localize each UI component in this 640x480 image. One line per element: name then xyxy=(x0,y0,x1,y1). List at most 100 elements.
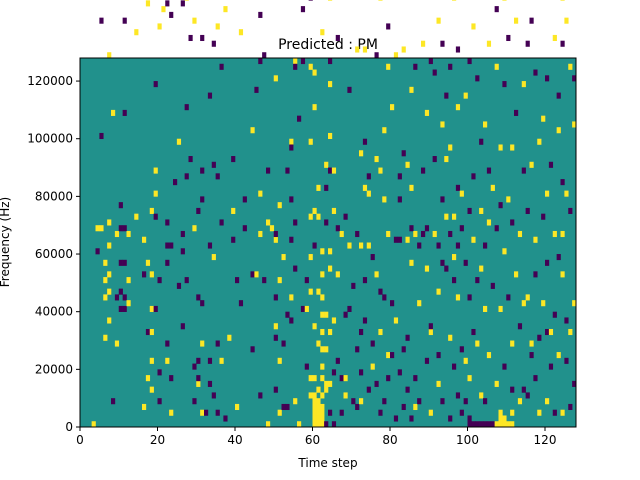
heatmap-cell-low xyxy=(490,282,495,289)
heatmap-cell-low xyxy=(184,104,189,111)
heatmap-cell-high xyxy=(293,398,298,405)
heatmap-cell-high xyxy=(475,340,480,347)
heatmap-cell-high xyxy=(184,0,189,1)
heatmap-cell-low xyxy=(448,63,453,70)
heatmap-cell-low xyxy=(405,386,410,393)
heatmap-cell-high xyxy=(316,403,321,411)
heatmap-cell-high xyxy=(436,17,441,24)
heatmap-cell-low xyxy=(370,340,375,347)
heatmap-cell-low xyxy=(568,403,573,411)
heatmap-cell-high xyxy=(514,271,519,278)
heatmap-cell-low xyxy=(331,369,337,376)
heatmap-cell-high xyxy=(568,328,573,336)
heatmap-cell-high xyxy=(378,328,383,336)
heatmap-cell-low xyxy=(165,340,170,347)
heatmap-cell-low xyxy=(145,328,151,336)
heatmap-cell-high xyxy=(145,0,151,7)
heatmap-cell-low xyxy=(568,207,573,214)
heatmap-cell-high xyxy=(506,196,511,203)
heatmap-cell-low xyxy=(231,236,236,243)
heatmap-cell-high xyxy=(149,305,154,312)
heatmap-cell-low xyxy=(153,305,158,312)
heatmap-cell-high xyxy=(258,190,263,197)
heatmap-cell-high xyxy=(324,311,329,318)
heatmap-cell-low xyxy=(99,17,104,24)
heatmap-cell-high xyxy=(428,328,433,336)
heatmap-cell-low xyxy=(386,23,391,30)
heatmap-cell-high xyxy=(413,230,418,238)
heatmap-cell-low xyxy=(219,63,224,70)
heatmap-cell-high xyxy=(390,104,395,111)
heatmap-cell-low xyxy=(397,369,402,376)
heatmap-cell-high xyxy=(308,392,313,399)
heatmap-cell-low xyxy=(506,294,511,301)
heatmap-cell-low xyxy=(428,58,433,65)
heatmap-cell-high xyxy=(432,230,437,238)
heatmap-cell-high xyxy=(440,121,445,128)
heatmap-cell-low xyxy=(165,259,170,266)
heatmap-cell-high xyxy=(494,63,499,70)
heatmap-cell-high xyxy=(463,357,468,364)
heatmap-cell-high xyxy=(107,271,112,278)
heatmap-cell-low xyxy=(370,254,375,261)
heatmap-cell-low xyxy=(362,317,368,324)
heatmap-cell-high xyxy=(145,259,151,266)
heatmap-cell-high xyxy=(370,363,375,370)
heatmap-cell-low xyxy=(215,340,220,347)
heatmap-cell-high xyxy=(107,317,112,324)
heatmap-cell-low xyxy=(490,421,495,428)
heatmap-cell-high xyxy=(91,421,96,428)
heatmap-cell-high xyxy=(223,6,228,13)
heatmap-cell-low xyxy=(521,167,526,174)
heatmap-cell-high xyxy=(463,92,468,99)
heatmap-cell-high xyxy=(459,190,464,197)
heatmap-cell-high xyxy=(192,17,197,24)
heatmap-cell-high xyxy=(494,421,499,428)
heatmap-cell-low xyxy=(548,363,554,370)
heatmap-cell-low xyxy=(114,294,120,301)
heatmap-cell-low xyxy=(506,34,511,42)
heatmap-cell-high xyxy=(289,138,294,145)
heatmap-cell-low xyxy=(510,386,515,393)
heatmap-cell-low xyxy=(467,294,472,301)
heatmap-cell-high xyxy=(393,52,399,59)
heatmap-cell-low xyxy=(254,86,259,93)
heatmap-cell-low xyxy=(238,300,244,307)
heatmap-cell-high xyxy=(316,288,321,295)
heatmap-cell-high xyxy=(386,63,391,70)
heatmap-cell-low xyxy=(471,421,476,428)
heatmap-cell-low xyxy=(498,202,503,209)
heatmap-cell-low xyxy=(525,392,530,399)
heatmap-cell-low xyxy=(343,311,348,318)
heatmap-cell-high xyxy=(103,294,108,301)
heatmap-cell-high xyxy=(316,415,321,422)
x-tick-label: 120 xyxy=(534,433,557,447)
heatmap-cell-low xyxy=(180,248,185,255)
heatmap-cell-high xyxy=(490,184,495,191)
heatmap-cell-low xyxy=(196,207,201,214)
heatmap-cell-low xyxy=(99,132,104,140)
heatmap-cell-high xyxy=(320,403,325,411)
heatmap-cell-high xyxy=(328,380,333,387)
heatmap-cell-high xyxy=(312,409,317,416)
heatmap-cell-high xyxy=(320,311,325,318)
heatmap-cell-high xyxy=(498,305,503,312)
heatmap-cell-low xyxy=(545,259,550,266)
heatmap-cell-low xyxy=(95,248,100,255)
heatmap-cell-low xyxy=(118,202,123,209)
heatmap-cell-high xyxy=(308,213,313,220)
heatmap-cell-low xyxy=(169,11,174,18)
heatmap-cell-high xyxy=(548,328,554,336)
heatmap-cell-high xyxy=(316,398,321,405)
heatmap-cell-low xyxy=(417,398,422,405)
heatmap-cell-high xyxy=(273,236,278,243)
heatmap-cell-high xyxy=(366,242,371,249)
heatmap-cell-low xyxy=(200,196,205,203)
heatmap-cell-high xyxy=(537,409,542,416)
heatmap-cell-high xyxy=(320,271,325,278)
heatmap-cell-high xyxy=(347,242,352,249)
heatmap-cell-high xyxy=(149,386,154,393)
heatmap-cell-high xyxy=(545,398,550,405)
heatmap-cell-low xyxy=(176,282,182,289)
heatmap-cell-high xyxy=(316,213,321,220)
